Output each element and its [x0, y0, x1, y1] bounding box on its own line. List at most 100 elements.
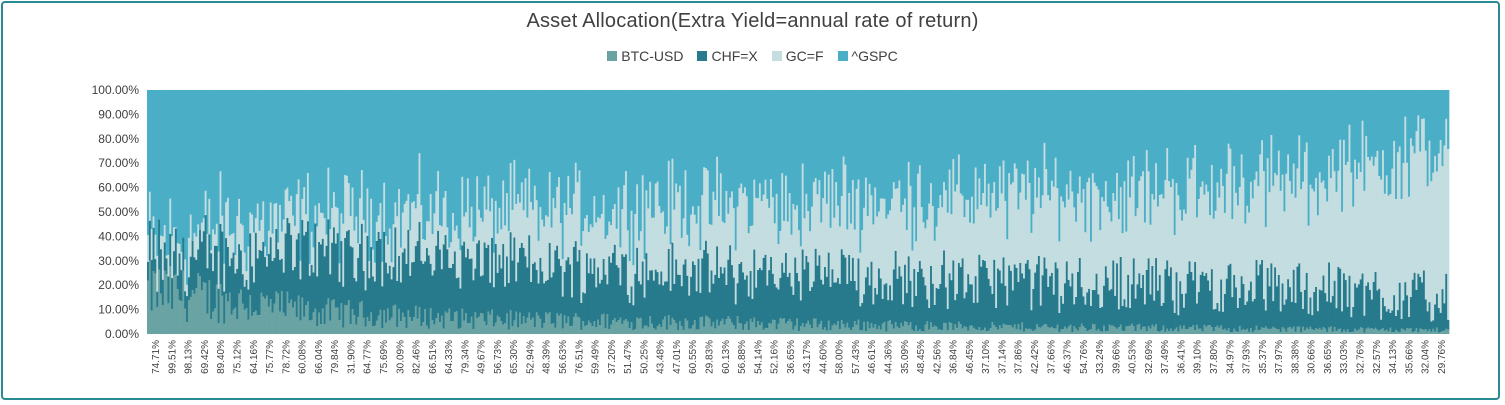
bar-segment-chf-x [171, 278, 174, 309]
bar-segment-gc-f [954, 191, 957, 301]
bar-segment-btc-usd [176, 289, 179, 334]
bar-segment-btc-usd [855, 324, 858, 334]
bar-segment-gc-f [1417, 115, 1420, 274]
bar-segment-btc-usd [1290, 328, 1294, 334]
bar-segment-gc-f [1393, 140, 1396, 296]
bar-segment--gspc [1382, 90, 1385, 151]
bar-segment-chf-x [1266, 268, 1269, 329]
bar-segment-chf-x [331, 242, 334, 301]
bar-segment-chf-x [210, 253, 213, 320]
bar-segment-gc-f [280, 231, 284, 259]
bar-segment-gc-f [1013, 163, 1016, 265]
bar-segment--gspc [303, 90, 306, 188]
bar-segment--gspc [1010, 90, 1013, 185]
bar-segment-chf-x [705, 240, 708, 316]
bar-segment--gspc [948, 90, 951, 170]
bar-segment--gspc [762, 90, 765, 195]
bar-segment-btc-usd [1428, 329, 1431, 334]
bar-segment-btc-usd [749, 318, 752, 334]
bar-segment-gc-f [357, 243, 360, 258]
legend-item--gspc: ^GSPC [837, 48, 898, 64]
bar-segment--gspc [1093, 90, 1096, 183]
bar-segment--gspc [204, 90, 207, 191]
bar-segment-gc-f [1142, 171, 1145, 275]
bar-segment-chf-x [372, 276, 375, 327]
bar-segment-btc-usd [844, 327, 847, 334]
bar-segment-chf-x [1257, 275, 1260, 331]
bar-segment-gc-f [1300, 189, 1303, 292]
bar-segment-btc-usd [1036, 324, 1039, 334]
bar-segment-btc-usd [1097, 328, 1100, 334]
bar-segment--gspc [777, 90, 780, 245]
bar-segment-gc-f [1218, 197, 1221, 312]
bar-segment-btc-usd [504, 323, 507, 334]
bar-segment-btc-usd [913, 331, 916, 334]
bar-segment-gc-f [487, 175, 490, 245]
bar-segment-chf-x [202, 231, 206, 283]
bar-segment-gc-f [896, 188, 899, 279]
bar-segment-gc-f [771, 197, 775, 274]
bar-segment-chf-x [1387, 308, 1390, 332]
bar-segment-chf-x [1130, 284, 1134, 324]
bar-segment-btc-usd [1086, 330, 1089, 334]
bar-segment-gc-f [215, 223, 219, 246]
bar-segment-gc-f [1287, 154, 1290, 280]
bar-segment-gc-f [448, 247, 451, 268]
bar-segment-chf-x [995, 308, 998, 328]
bar-segment-chf-x [1426, 311, 1429, 332]
bar-segment-gc-f [706, 170, 710, 254]
bar-segment--gspc [1099, 90, 1102, 231]
bar-segment-chf-x [1149, 294, 1152, 329]
bar-segment-btc-usd [182, 270, 185, 334]
bar-segment-gc-f [1140, 176, 1143, 288]
legend-swatch [607, 51, 618, 61]
bar-segment-btc-usd [634, 328, 637, 334]
bar-segment--gspc [1006, 90, 1009, 240]
bar-segment-btc-usd [887, 321, 890, 334]
bar-segment-gc-f [935, 226, 938, 288]
bar-segment--gspc [1151, 90, 1154, 194]
bar-segment-chf-x [349, 246, 352, 325]
bar-segment--gspc [859, 90, 862, 253]
bar-segment-gc-f [1032, 214, 1035, 289]
bar-segment-gc-f [1274, 173, 1277, 268]
x-tick-label: 58.00% [835, 340, 846, 374]
bar-segment-btc-usd [386, 308, 390, 334]
bar-segment-chf-x [195, 259, 198, 289]
bar-segment-btc-usd [574, 313, 578, 334]
bar-segment-chf-x [749, 270, 752, 319]
bar-segment-btc-usd [905, 322, 909, 334]
bar-segment-gc-f [1138, 180, 1141, 274]
bar-segment-btc-usd [984, 327, 987, 334]
bar-segment-chf-x [496, 272, 499, 316]
bar-segment-gc-f [598, 218, 602, 284]
bar-segment--gspc [610, 90, 613, 226]
bar-segment--gspc [718, 90, 721, 216]
bar-segment-chf-x [1272, 301, 1275, 327]
bar-segment--gspc [822, 90, 825, 198]
bar-segment-btc-usd [174, 274, 178, 334]
bar-segment-chf-x [161, 279, 165, 306]
bar-segment-btc-usd [673, 320, 676, 334]
bar-segment-chf-x [385, 262, 388, 323]
bar-segment-chf-x [1127, 274, 1130, 327]
bar-segment--gspc [615, 90, 618, 229]
bar-segment-btc-usd [385, 322, 388, 334]
x-tick-label: 46.45% [965, 340, 976, 374]
bar-segment-chf-x [1439, 312, 1442, 332]
bar-segment-gc-f [864, 177, 868, 278]
bar-segment-chf-x [798, 281, 801, 332]
bar-segment-btc-usd [1419, 328, 1422, 334]
bar-segment-gc-f [418, 153, 421, 222]
bar-segment-btc-usd [533, 327, 537, 334]
bar-segment--gspc [1434, 90, 1437, 156]
bar-segment-chf-x [479, 276, 483, 314]
bar-segment--gspc [1056, 90, 1059, 189]
bar-segment-gc-f [682, 218, 685, 265]
bar-segment--gspc [773, 90, 777, 224]
bar-segment-chf-x [472, 280, 475, 330]
bar-segment-btc-usd [1186, 329, 1189, 334]
bar-segment-gc-f [1108, 212, 1111, 291]
bar-segment-chf-x [416, 241, 419, 319]
bar-segment-btc-usd [1318, 327, 1322, 334]
